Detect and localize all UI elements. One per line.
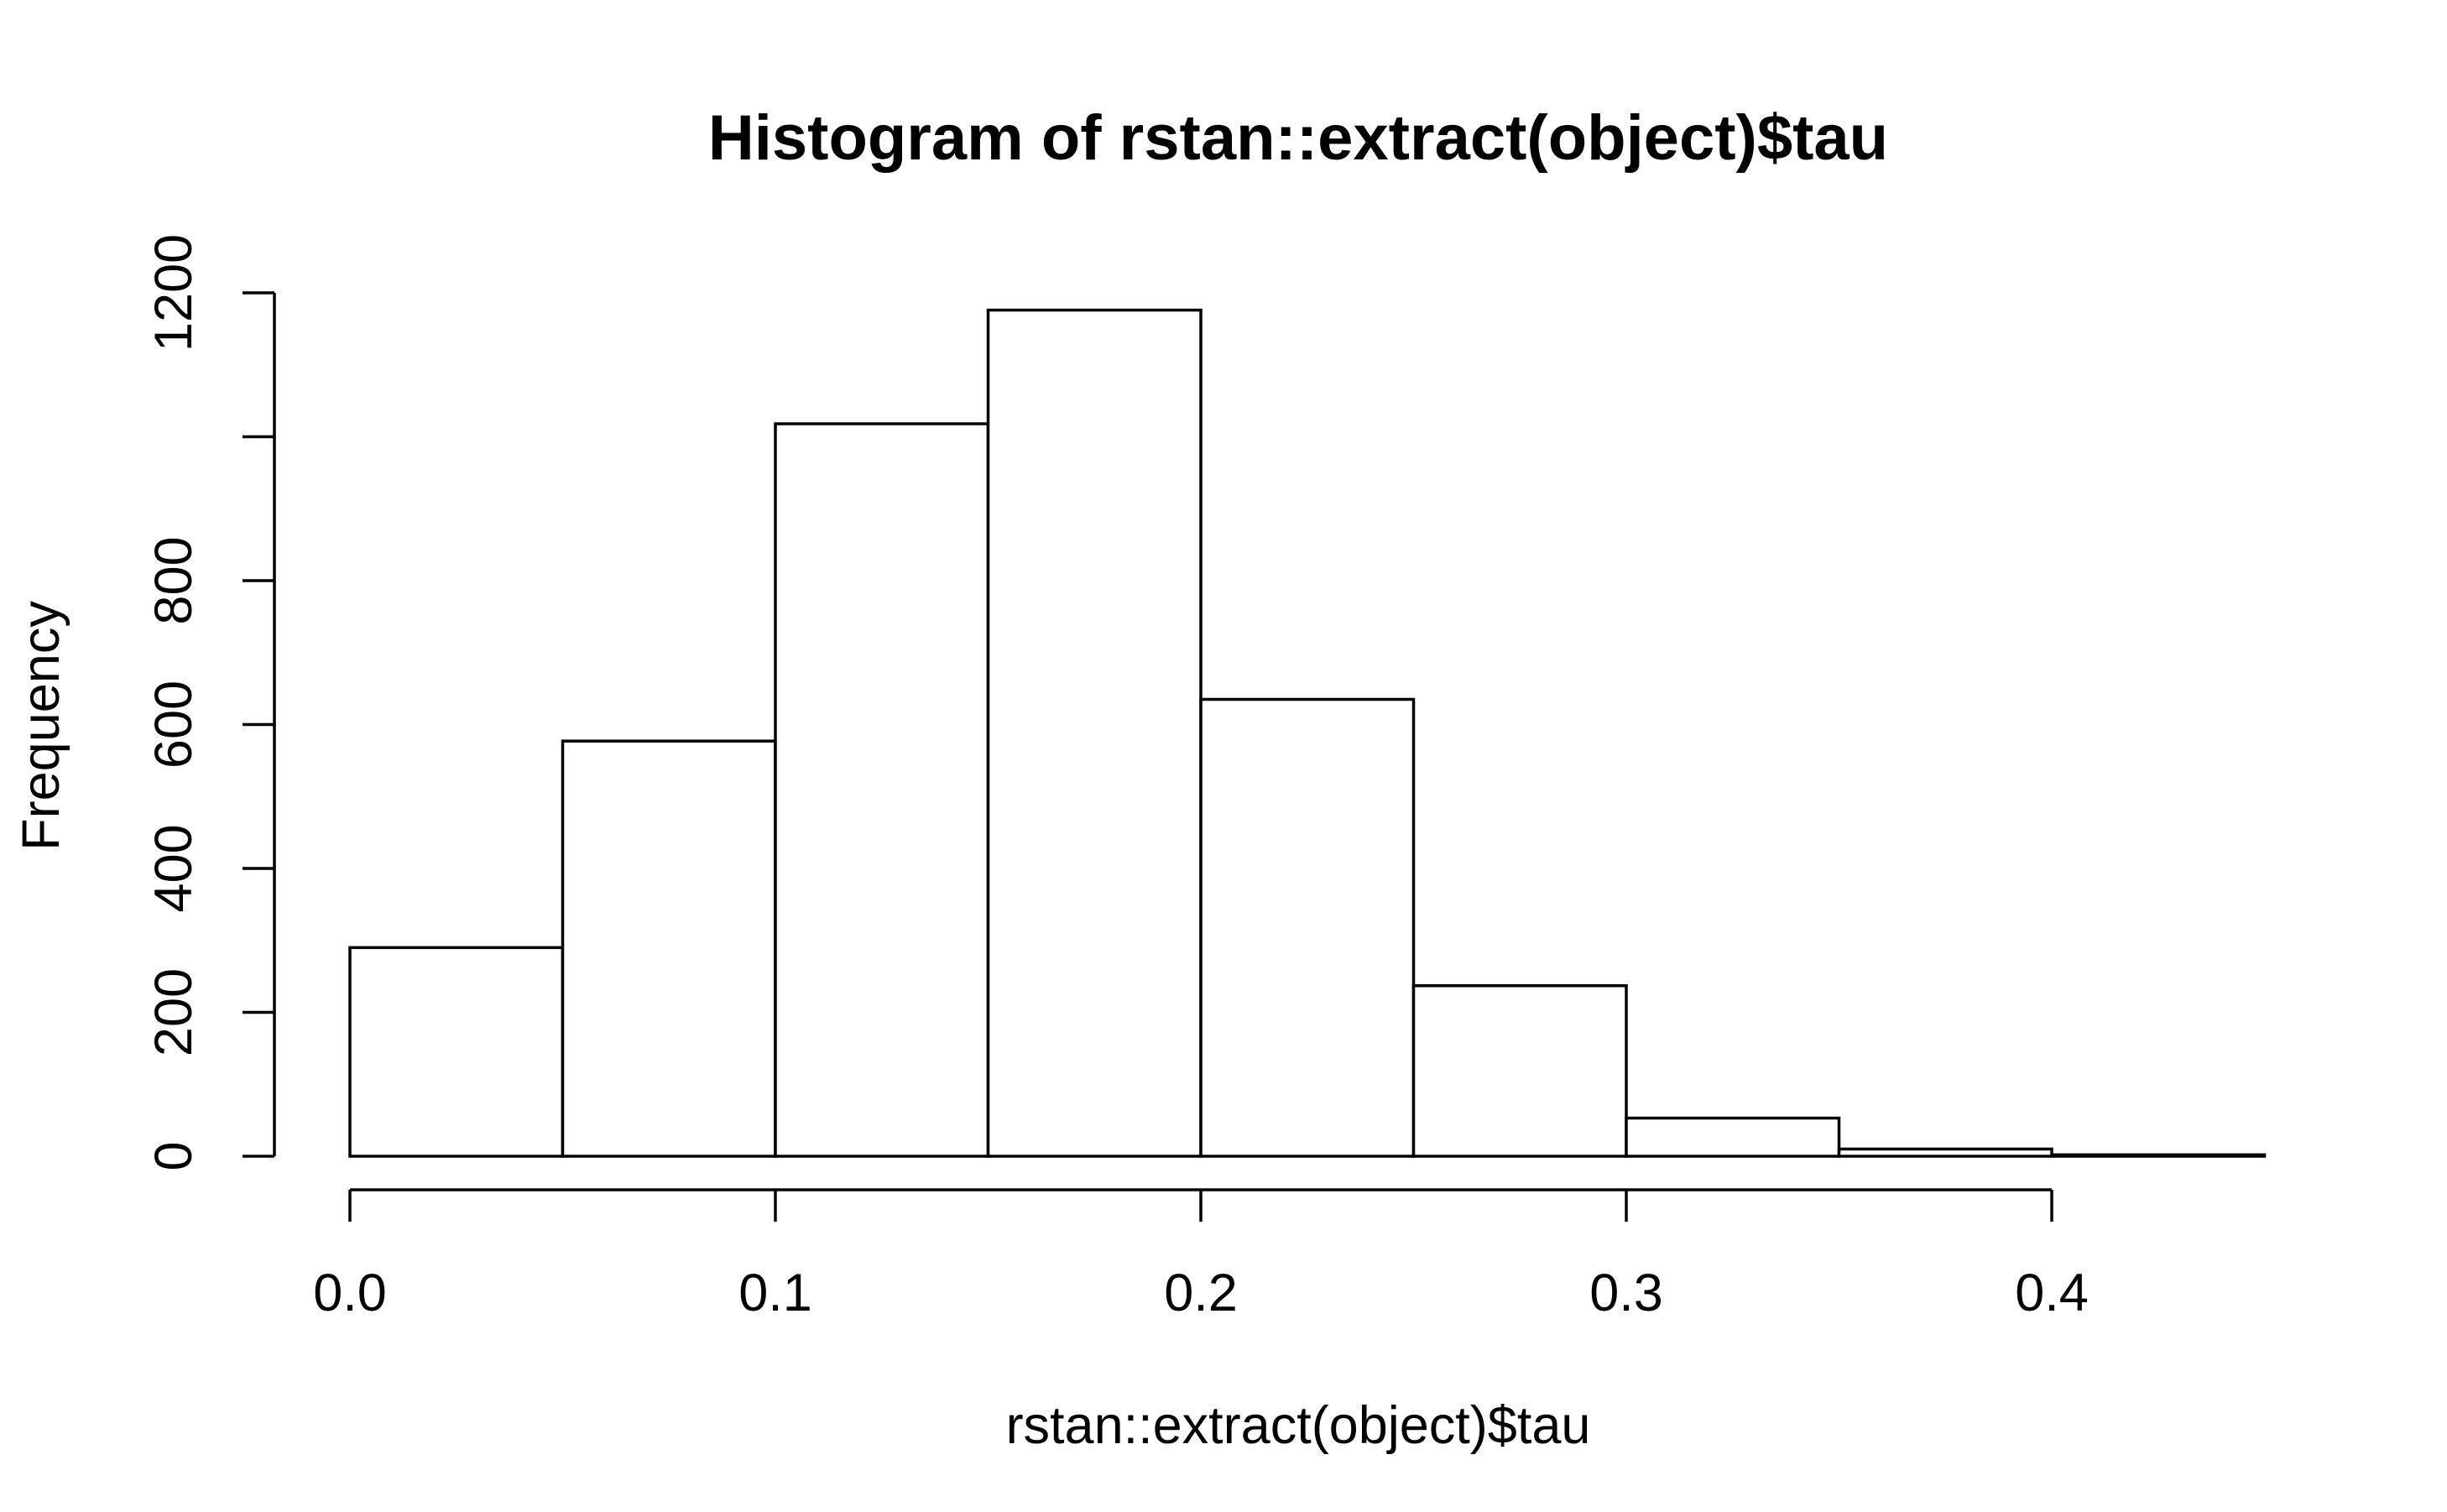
x-tick-label: 0.2	[1164, 1264, 1238, 1322]
y-tick-label: 0	[144, 1141, 203, 1170]
histogram-bar	[986, 308, 1203, 1158]
histogram-bar	[1199, 697, 1416, 1158]
y-tick-label: 1200	[144, 234, 203, 352]
histogram-bar	[1411, 984, 1628, 1158]
y-tick-label: 800	[144, 536, 203, 624]
x-ticks: 0.0 0.1 0.2 0.3 0.4	[313, 1190, 2089, 1322]
histogram-bar	[348, 946, 565, 1158]
x-axis-label: rstan::extract(object)$tau	[1006, 1396, 1591, 1455]
histogram-bar	[1837, 1147, 2053, 1158]
y-ticks: 0 200 400 600 800 1200	[144, 234, 274, 1171]
histogram-bar	[561, 739, 777, 1158]
y-tick-label: 400	[144, 824, 203, 912]
chart-title: Histogram of rstan::extract(object)$tau	[708, 102, 1888, 174]
y-tick-label: 200	[144, 968, 203, 1056]
x-tick-label: 0.4	[2015, 1264, 2089, 1322]
x-tick-label: 0.3	[1589, 1264, 1663, 1322]
y-axis-label: Frequency	[12, 601, 70, 851]
x-tick-label: 0.1	[738, 1264, 812, 1322]
x-axis: 0.0 0.1 0.2 0.3 0.4	[313, 1188, 2089, 1322]
y-tick-label: 600	[144, 680, 203, 769]
histogram-bars	[348, 308, 2267, 1158]
x-tick-label: 0.0	[313, 1264, 387, 1322]
histogram-bar	[774, 422, 990, 1158]
histogram-bar	[1625, 1116, 1841, 1158]
y-axis: 0 200 400 600 800 1200	[144, 234, 276, 1171]
histogram-bar	[2050, 1153, 2267, 1158]
